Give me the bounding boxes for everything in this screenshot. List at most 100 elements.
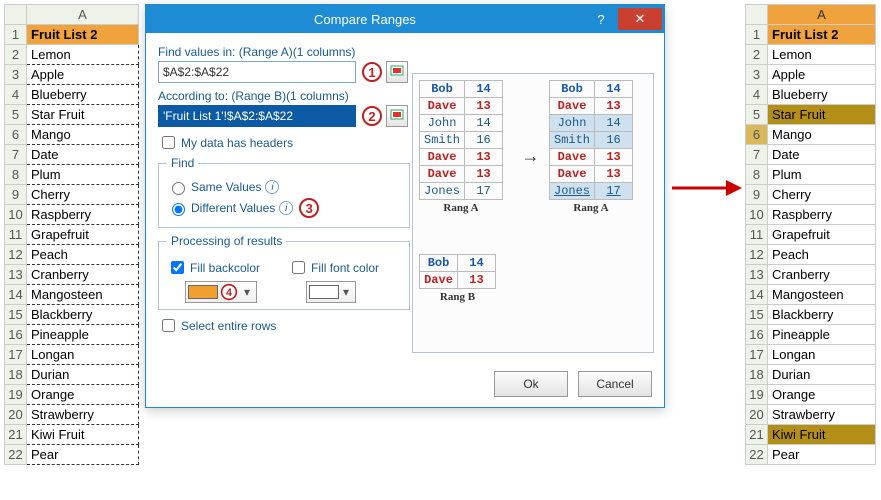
cell[interactable]: Strawberry	[27, 405, 139, 425]
backcolor-checkbox[interactable]	[171, 261, 184, 274]
cell[interactable]: Orange	[27, 385, 139, 405]
column-title[interactable]: Fruit List 2	[768, 25, 876, 45]
info-icon[interactable]: i	[265, 180, 279, 194]
row-header[interactable]: 14	[746, 285, 768, 305]
cell[interactable]: Cranberry	[768, 265, 876, 285]
cell[interactable]: Mangosteen	[768, 285, 876, 305]
row-header[interactable]: 4	[746, 85, 768, 105]
row-header[interactable]: 16	[746, 325, 768, 345]
cell[interactable]: Star Fruit	[27, 105, 139, 125]
row-header[interactable]: 2	[746, 45, 768, 65]
row-header[interactable]: 11	[746, 225, 768, 245]
range-b-picker-icon[interactable]	[386, 105, 408, 127]
row-header[interactable]: 12	[746, 245, 768, 265]
cell[interactable]: Pear	[768, 445, 876, 465]
titlebar[interactable]: Compare Ranges ? ✕	[146, 5, 664, 33]
cell[interactable]: Raspberry	[768, 205, 876, 225]
fontcolor-swatch-button[interactable]: ▾	[306, 281, 356, 303]
range-a-input[interactable]	[158, 61, 356, 83]
row-header[interactable]: 2	[5, 45, 27, 65]
cell[interactable]: Blackberry	[27, 305, 139, 325]
same-values-radio[interactable]	[172, 182, 185, 195]
cell[interactable]: Longan	[768, 345, 876, 365]
column-title[interactable]: Fruit List 2	[27, 25, 139, 45]
info-icon[interactable]: i	[279, 201, 293, 215]
headers-checkbox[interactable]	[162, 136, 175, 149]
backcolor-swatch-button[interactable]: 4 ▾	[185, 281, 257, 303]
row-header[interactable]: 8	[5, 165, 27, 185]
row-header[interactable]: 11	[5, 225, 27, 245]
row-header[interactable]: 1	[5, 25, 27, 45]
row-header[interactable]: 19	[746, 385, 768, 405]
cell[interactable]: Pear	[27, 445, 139, 465]
row-header[interactable]: 10	[746, 205, 768, 225]
cell[interactable]: Apple	[27, 65, 139, 85]
row-header[interactable]: 17	[746, 345, 768, 365]
cell[interactable]: Raspberry	[27, 205, 139, 225]
diff-values-radio[interactable]	[172, 203, 185, 216]
row-header[interactable]: 18	[5, 365, 27, 385]
close-button[interactable]: ✕	[618, 8, 662, 30]
row-header[interactable]: 15	[5, 305, 27, 325]
cell[interactable]: Lemon	[768, 45, 876, 65]
entire-rows-row[interactable]: Select entire rows	[158, 316, 410, 335]
col-header-A[interactable]: A	[768, 5, 876, 25]
cell[interactable]: Longan	[27, 345, 139, 365]
row-header[interactable]: 21	[746, 425, 768, 445]
cell[interactable]: Strawberry	[768, 405, 876, 425]
cell[interactable]: Cranberry	[27, 265, 139, 285]
row-header[interactable]: 14	[5, 285, 27, 305]
row-header[interactable]: 7	[5, 145, 27, 165]
cell[interactable]: Cherry	[27, 185, 139, 205]
diff-values-row[interactable]: Different Values i 3	[167, 198, 401, 218]
cell[interactable]: Plum	[768, 165, 876, 185]
cell[interactable]: Cherry	[768, 185, 876, 205]
headers-checkbox-row[interactable]: My data has headers	[158, 133, 410, 152]
cell[interactable]: Mango	[768, 125, 876, 145]
row-header[interactable]: 3	[5, 65, 27, 85]
cell[interactable]: Plum	[27, 165, 139, 185]
cell[interactable]: Pineapple	[768, 325, 876, 345]
row-header[interactable]: 5	[5, 105, 27, 125]
row-header[interactable]: 3	[746, 65, 768, 85]
cell[interactable]: Date	[768, 145, 876, 165]
row-header[interactable]: 20	[746, 405, 768, 425]
backcolor-row[interactable]: Fill backcolor	[167, 258, 260, 277]
row-header[interactable]: 6	[746, 125, 768, 145]
cell[interactable]: Peach	[27, 245, 139, 265]
row-header[interactable]: 13	[746, 265, 768, 285]
row-header[interactable]: 8	[746, 165, 768, 185]
cell[interactable]: Orange	[768, 385, 876, 405]
row-header[interactable]: 9	[5, 185, 27, 205]
col-header-A[interactable]: A	[27, 5, 139, 25]
help-button[interactable]: ?	[584, 8, 618, 30]
cell[interactable]: Pineapple	[27, 325, 139, 345]
cell[interactable]: Kiwi Fruit	[27, 425, 139, 445]
row-header[interactable]: 21	[5, 425, 27, 445]
cell[interactable]: Mango	[27, 125, 139, 145]
cell[interactable]: Lemon	[27, 45, 139, 65]
row-header[interactable]: 20	[5, 405, 27, 425]
row-header[interactable]: 5	[746, 105, 768, 125]
cell[interactable]: Peach	[768, 245, 876, 265]
row-header[interactable]: 22	[746, 445, 768, 465]
cell[interactable]: Blueberry	[768, 85, 876, 105]
fontcolor-row[interactable]: Fill font color	[288, 258, 379, 277]
cell[interactable]: Star Fruit	[768, 105, 876, 125]
range-b-input[interactable]	[158, 105, 356, 127]
row-header[interactable]: 18	[746, 365, 768, 385]
cell[interactable]: Date	[27, 145, 139, 165]
row-header[interactable]: 9	[746, 185, 768, 205]
cell[interactable]: Grapefruit	[27, 225, 139, 245]
row-header[interactable]: 16	[5, 325, 27, 345]
row-header[interactable]: 15	[746, 305, 768, 325]
ok-button[interactable]: Ok	[494, 371, 568, 397]
row-header[interactable]: 19	[5, 385, 27, 405]
cell[interactable]: Apple	[768, 65, 876, 85]
row-header[interactable]: 4	[5, 85, 27, 105]
row-header[interactable]: 13	[5, 265, 27, 285]
cell[interactable]: Mangosteen	[27, 285, 139, 305]
row-header[interactable]: 1	[746, 25, 768, 45]
range-a-picker-icon[interactable]	[386, 61, 408, 83]
row-header[interactable]: 12	[5, 245, 27, 265]
